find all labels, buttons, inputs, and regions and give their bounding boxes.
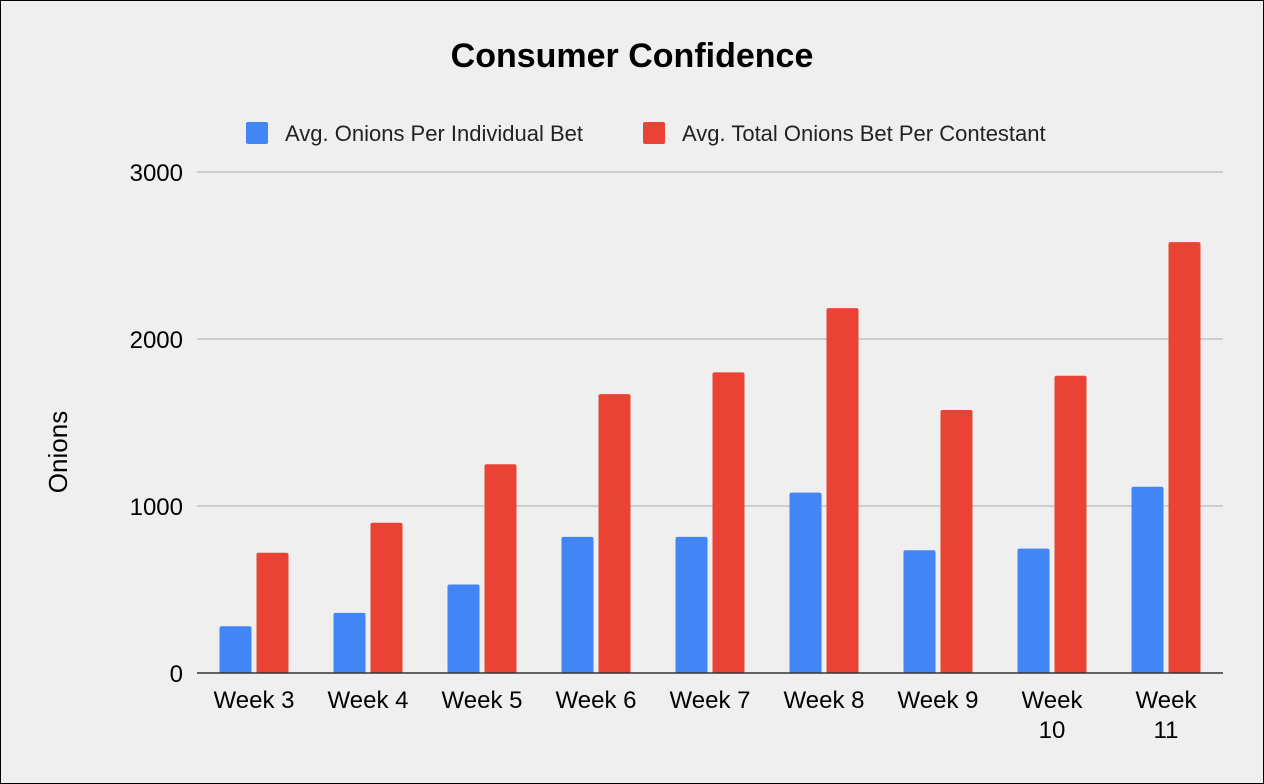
bar-total-per-contestant [1168, 242, 1201, 673]
legend-swatch-total-per-contestant [643, 122, 665, 144]
y-tick-label: 3000 [130, 160, 183, 187]
bar-individual-bet [333, 612, 366, 673]
bar-total-per-contestant [370, 522, 403, 673]
x-tick-label: Week 9 [898, 687, 979, 714]
y-tick-label: 0 [170, 661, 183, 688]
legend-label-individual-bet: Avg. Onions Per Individual Bet [285, 121, 583, 146]
x-tick-label: Week 11 [1136, 687, 1198, 744]
x-tick-label: Week 4 [328, 687, 409, 714]
bar-total-per-contestant [598, 394, 631, 673]
bar-total-per-contestant [940, 409, 973, 673]
bar-individual-bet [1131, 486, 1164, 673]
x-tick-label: Week 7 [670, 687, 751, 714]
x-tick-label: Week 3 [214, 687, 295, 714]
bar-individual-bet [789, 492, 822, 673]
bar-total-per-contestant [1054, 375, 1087, 673]
legend: Avg. Onions Per Individual Bet Avg. Tota… [246, 121, 1046, 146]
bar-individual-bet [675, 536, 708, 673]
y-axis-ticks: 0 1000 2000 3000 [130, 160, 183, 688]
bar-individual-bet [903, 550, 936, 673]
bar-total-per-contestant [826, 308, 859, 673]
legend-swatch-individual-bet [246, 122, 268, 144]
bar-individual-bet [561, 536, 594, 673]
bar-individual-bet [219, 626, 252, 673]
bar-total-per-contestant [484, 464, 517, 673]
bar-total-per-contestant [256, 552, 289, 673]
y-axis-title: Onions [43, 411, 73, 493]
gridlines [197, 171, 1223, 507]
legend-label-total-per-contestant: Avg. Total Onions Bet Per Contestant [682, 121, 1046, 146]
bar-individual-bet [447, 584, 480, 673]
x-tick-label: Week 6 [556, 687, 637, 714]
x-tick-label: Week 10 [1022, 687, 1084, 744]
x-axis-ticks: Week 3 Week 4 Week 5 Week 6 Week 7 Week 8 Week… [214, 687, 1198, 744]
y-tick-label: 2000 [130, 327, 183, 354]
chart-title: Consumer Confidence [451, 37, 814, 75]
x-tick-label: Week 8 [784, 687, 865, 714]
y-tick-label: 1000 [130, 494, 183, 521]
x-tick-label: Week 5 [442, 687, 523, 714]
bar-individual-bet [1017, 548, 1050, 673]
bar-total-per-contestant [712, 372, 745, 673]
bars [219, 242, 1201, 673]
